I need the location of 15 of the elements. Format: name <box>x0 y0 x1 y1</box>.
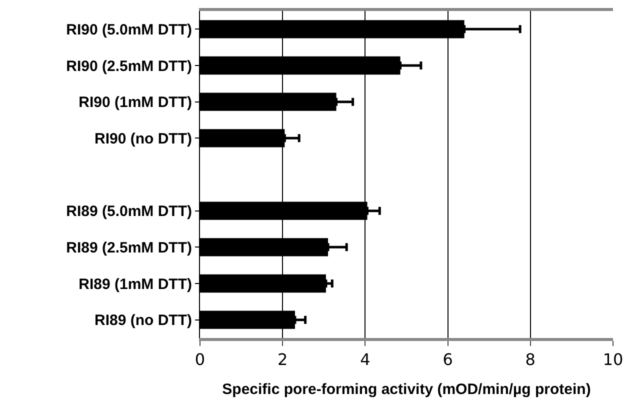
x-tick-label: 8 <box>525 350 536 370</box>
x-tick-label: 4 <box>360 350 370 370</box>
x-tick-label: 2 <box>278 350 288 370</box>
y-tick-label: RI89 (2.5mM DTT) <box>66 239 192 256</box>
y-tick-label: RI89 (1mM DTT) <box>78 276 192 293</box>
y-tick-label: RI89 (5.0mM DTT) <box>66 203 192 220</box>
y-tick-label: RI90 (2.5mM DTT) <box>66 58 192 75</box>
x-tick-label: 10 <box>602 350 624 370</box>
y-tick-label: RI90 (no DTT) <box>94 130 192 148</box>
y-tick-label: RI89 (no DTT) <box>94 312 192 330</box>
x-tick-label: 6 <box>442 350 453 370</box>
x-axis-title: Specific pore-forming activity (mOD/min/µg protein) <box>222 381 591 398</box>
x-tick-label: 0 <box>194 350 206 370</box>
y-tick-label: RI90 (1mM DTT) <box>78 94 192 112</box>
y-tick-label: RI90 (5.0mM DTT) <box>66 21 192 38</box>
